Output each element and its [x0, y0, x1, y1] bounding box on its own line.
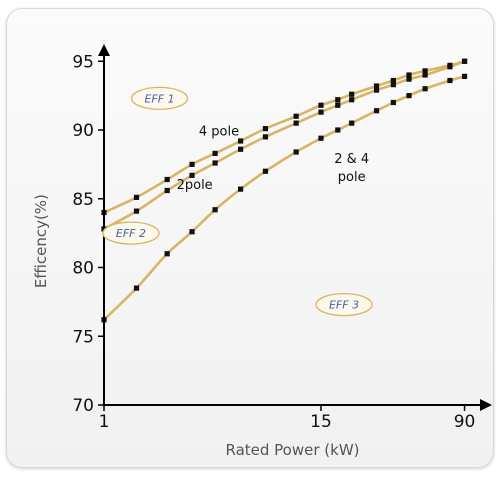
data-point-s0-11 — [373, 83, 380, 89]
class-label-2: EFF 3 — [329, 299, 359, 312]
x-tick-label-2: 90 — [454, 412, 476, 432]
data-point-s0-8 — [318, 102, 324, 108]
x-tick-label-0: 1 — [99, 412, 110, 432]
data-point-s0-14 — [422, 68, 428, 74]
data-point-s1-13 — [406, 76, 412, 82]
y-tick-label-1: 75 — [72, 327, 94, 347]
data-point-s1-16 — [461, 58, 468, 64]
y-tick-label-5: 95 — [72, 52, 94, 72]
data-point-s1-15 — [447, 64, 453, 70]
data-point-s1-7 — [293, 120, 299, 126]
class-ellipse-1 — [102, 221, 160, 245]
x-tick-label-1: 15 — [310, 412, 332, 432]
series-curve-1 — [103, 60, 466, 231]
data-point-s2-4 — [212, 207, 218, 213]
data-point-s2-12 — [390, 99, 396, 106]
data-point-s0-9 — [335, 97, 341, 103]
class-label-1: EFF 2 — [116, 227, 146, 240]
series-label-2-line-1: pole — [338, 170, 366, 185]
y-tick-label-0: 70 — [72, 396, 94, 416]
data-point-s2-13 — [406, 93, 412, 99]
data-point-s0-2 — [164, 176, 170, 183]
data-point-s1-14 — [422, 72, 428, 78]
data-point-s0-3 — [189, 161, 195, 167]
data-point-s2-2 — [164, 251, 170, 257]
chart-panel — [6, 8, 494, 468]
data-point-s0-1 — [133, 194, 140, 200]
data-point-s1-2 — [164, 187, 170, 194]
data-point-s2-3 — [189, 229, 195, 235]
series-label-0: 4 pole — [199, 125, 239, 140]
data-point-s0-13 — [406, 72, 412, 78]
data-point-s2-7 — [293, 149, 299, 155]
y-tick-label-4: 90 — [72, 121, 94, 141]
class-label-0: EFF 1 — [144, 92, 174, 105]
data-point-s2-5 — [237, 186, 244, 192]
data-point-s1-6 — [262, 134, 269, 140]
y-axis-arrow — [98, 44, 110, 56]
data-point-s2-11 — [373, 108, 380, 114]
data-point-s2-16 — [461, 73, 468, 79]
data-point-s0-5 — [237, 138, 244, 144]
class-ellipse-0 — [130, 86, 189, 111]
series-label-2-line-0: 2 & 4 — [334, 152, 369, 167]
data-point-s1-3 — [189, 172, 195, 178]
data-point-s2-10 — [349, 120, 355, 126]
data-point-s1-10 — [349, 97, 355, 103]
data-point-s2-9 — [335, 127, 341, 133]
series-curve-0 — [103, 59, 465, 214]
x-axis-title: Rated Power (kW) — [225, 441, 359, 459]
class-ellipse-2 — [315, 292, 373, 317]
data-point-s2-6 — [262, 168, 269, 174]
data-point-s0-6 — [262, 126, 269, 132]
data-point-s2-15 — [447, 77, 453, 84]
data-point-s2-14 — [422, 86, 428, 92]
data-point-s0-12 — [390, 77, 396, 84]
data-point-s0-10 — [349, 91, 355, 97]
data-point-s1-8 — [318, 109, 324, 115]
data-point-s1-9 — [335, 102, 341, 108]
data-point-s1-1 — [133, 208, 140, 214]
data-point-s2-1 — [133, 285, 140, 291]
data-point-s0-4 — [212, 150, 218, 156]
data-point-s1-4 — [212, 160, 218, 166]
y-tick-label-3: 85 — [72, 190, 94, 210]
data-point-s1-12 — [390, 82, 396, 88]
x-axis-arrow — [480, 399, 492, 411]
data-point-s0-7 — [293, 113, 299, 119]
series-label-1: 2pole — [177, 178, 213, 193]
data-point-s1-11 — [373, 87, 380, 93]
y-tick-label-2: 80 — [72, 259, 94, 279]
data-point-s2-8 — [318, 135, 324, 141]
y-axis-title: Efficency(%) — [32, 194, 50, 288]
data-point-s1-5 — [237, 146, 244, 152]
